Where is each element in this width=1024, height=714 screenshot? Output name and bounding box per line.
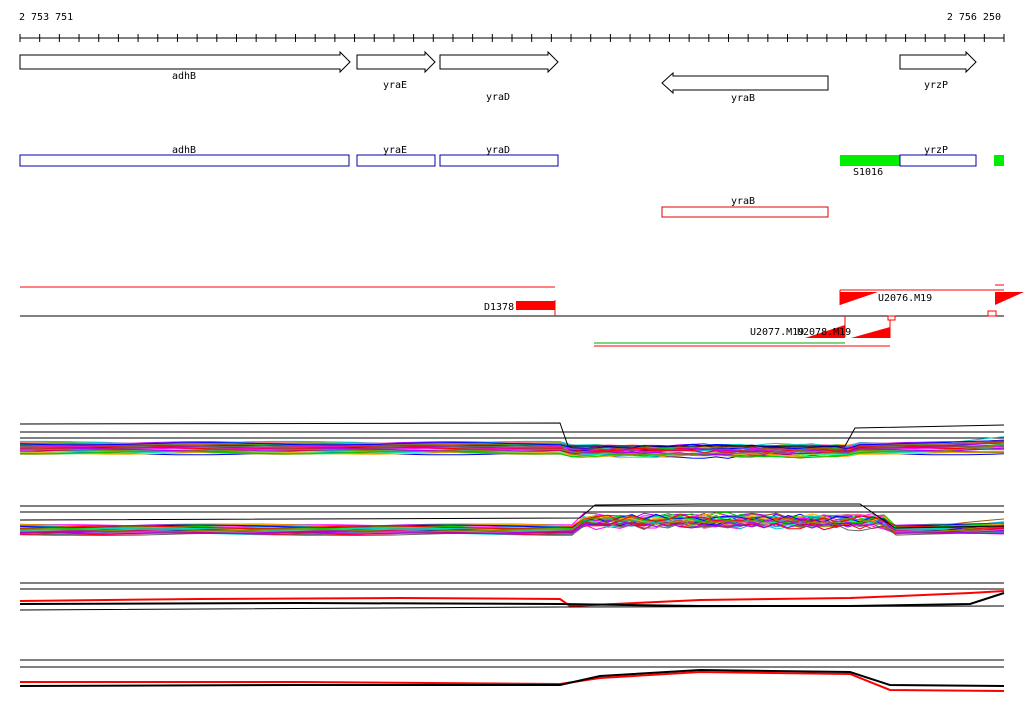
gene-label-adhB: adhB [172,71,196,82]
gene-arrow-yraD[interactable]: yraD [439,50,559,103]
ruler-axis [19,34,1005,42]
gene-label-yrzP: yrzP [924,80,948,91]
upshift-label-U2076: U2076.M19 [878,293,932,304]
expression-profile-line [19,590,1005,608]
annot-label-adhB: adhB [172,145,196,156]
upshift-marker-edge[interactable] [995,292,1024,305]
ruler-end-label: 2 756 250 [946,12,1001,23]
expression-profile-line [19,503,1005,529]
gene-arrow-yraE[interactable]: yraE [356,50,436,91]
expression-panel-1 [19,422,1005,459]
feature-green-edge[interactable] [994,155,1004,166]
upshift-marker-U2077[interactable] [805,325,845,338]
annot-box-yraB[interactable] [661,206,829,218]
expression-panel-4 [19,659,1005,692]
expression-profile-line [19,592,1005,607]
gene-arrow-yraB[interactable]: yraB [661,71,829,104]
gene-label-yraD: yraD [486,92,510,103]
gene-arrow-adhB[interactable]: adhB [19,50,351,82]
expression-profile-line [19,668,1005,687]
gene-arrow-yrzP[interactable]: yrzP [899,50,977,91]
annot-label-yraE: yraE [383,145,407,156]
annot-box-yrzP[interactable] [899,154,977,167]
annot-box-yraD[interactable] [439,154,559,167]
annot-box-yraE[interactable] [356,154,436,167]
upshift-marker-U2078[interactable] [851,327,890,338]
expression-panel-3 [19,582,1005,611]
expression-profile-line [19,605,1005,611]
gene-label-yraE: yraE [383,80,407,91]
expression-profile-line [19,447,1005,456]
expression-profile-line [20,670,1005,692]
deletion-label-D1378: D1378 [484,302,514,313]
expression-profile-line [19,513,1005,529]
annotation-track-reverse: yraB [661,196,829,218]
annot-label-yrzP: yrzP [924,145,948,156]
upshift-label-U2078: U2078.M19 [797,327,851,338]
annot-label-yraB: yraB [731,196,755,207]
annot-box-adhB[interactable] [19,154,350,167]
ruler-ticks [19,34,1005,42]
expression-profile-line [20,436,1005,448]
annot-label-yraD: yraD [486,145,510,156]
expression-profile-line [19,422,1005,447]
expression-panel-2 [19,503,1005,537]
upshift-marker-U2076[interactable] [840,292,878,305]
expression-profile-line [19,440,1005,450]
gene-arrows-track: adhB yraE yraD yraB yrzP [19,50,977,104]
gene-label-yraB: yraB [731,93,755,104]
feature-label-S1016: S1016 [853,167,883,178]
expression-profile-line [19,445,1005,454]
features-track: D1378 U2076.M19 U2077.M19 U2078.M19 [20,284,1024,347]
expression-profile-line [19,444,1005,456]
upshift-label-U2077: U2077.M19 [750,327,804,338]
deletion-block-D1378[interactable] [516,301,555,310]
annotation-track-forward: adhB yraE yraD yrzP S1016 [19,145,1004,178]
feature-S1016-block[interactable] [840,155,900,166]
ruler-start-label: 2 753 751 [19,12,74,23]
expression-profile-line [19,517,1005,533]
